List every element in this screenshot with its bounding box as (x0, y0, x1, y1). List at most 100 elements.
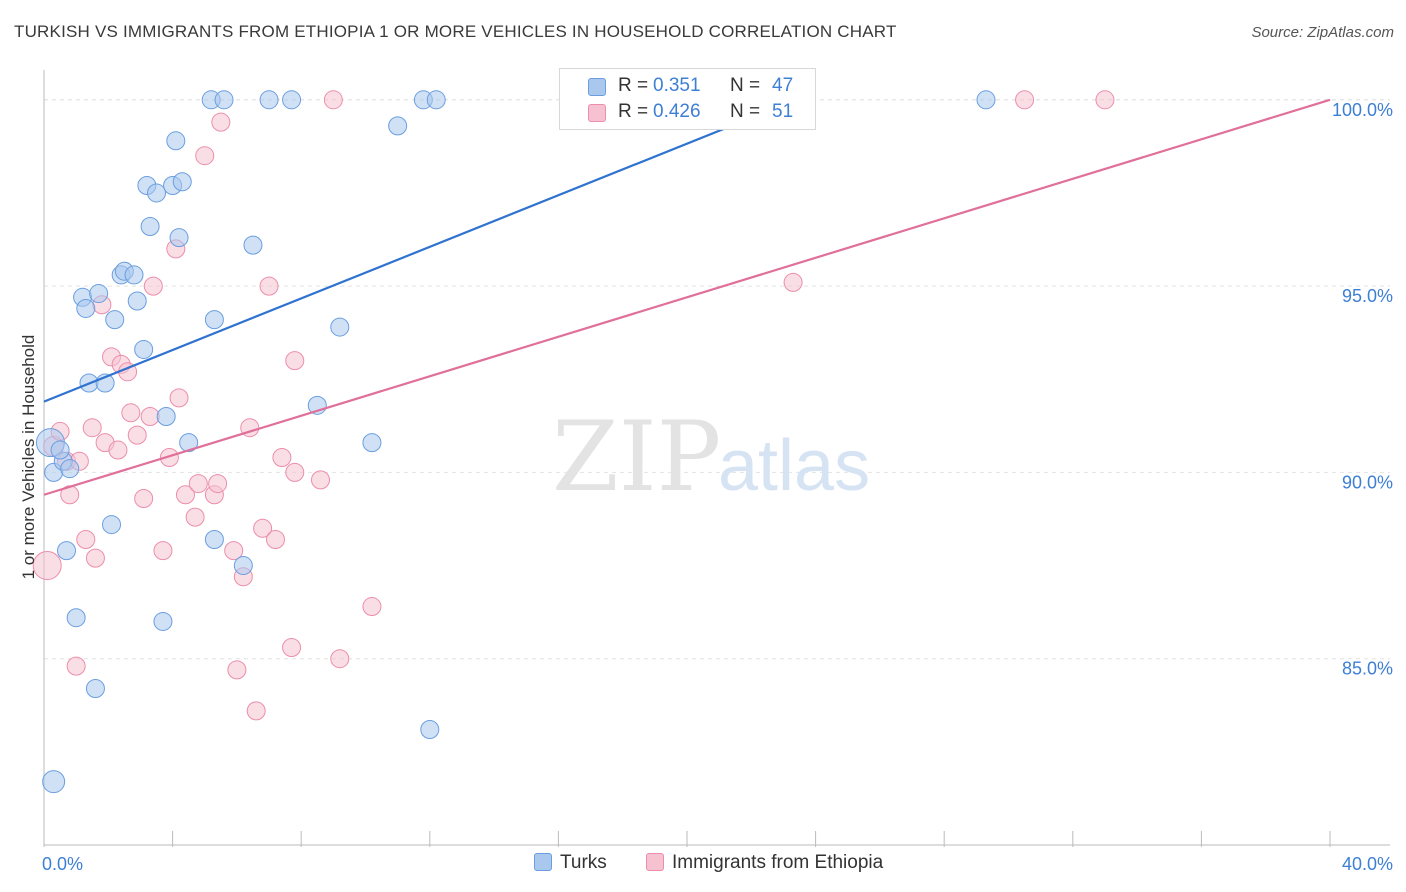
ethiopia-point (1095, 90, 1115, 110)
turks-point (85, 679, 105, 699)
ethiopia-r-value: 0.426 (653, 101, 701, 122)
turks-point (282, 90, 302, 110)
turks-legend-label: Turks (560, 852, 607, 873)
ethiopia-point (253, 518, 273, 538)
watermark-atlas: atlas (718, 426, 870, 506)
ethiopia-point (195, 146, 215, 166)
stats-legend: R = 0.351 N = 47 R = 0.426 N = 51 (559, 68, 816, 130)
chart-title: TURKISH VS IMMIGRANTS FROM ETHIOPIA 1 OR… (14, 22, 897, 41)
ethiopia-point (783, 272, 803, 292)
n-label: N = (730, 75, 761, 96)
ethiopia-point (285, 351, 305, 371)
ethiopia-trend-line (43, 98, 1331, 496)
turks-point (105, 310, 125, 330)
turks-point (976, 90, 996, 110)
ethiopia-point (282, 638, 302, 658)
x-tick-label: 0.0% (42, 854, 83, 874)
ethiopia-point (227, 660, 247, 680)
series-ethiopia-points (32, 90, 1115, 721)
turks-point (388, 116, 408, 136)
turks-r-value: 0.351 (653, 75, 701, 96)
ethiopia-point (246, 701, 266, 721)
ethiopia-point (175, 485, 195, 505)
turks-point (166, 131, 186, 151)
turks-point (172, 172, 192, 192)
ethiopia-point (330, 649, 350, 669)
ethiopia-point (208, 474, 228, 494)
turks-point (362, 433, 382, 453)
turks-trend-line (43, 98, 797, 403)
ethiopia-point (259, 276, 279, 296)
ethiopia-point (211, 112, 231, 132)
y-tick-label: 95.0% (1342, 286, 1393, 306)
ethiopia-point (159, 448, 179, 467)
turks-point (233, 556, 253, 576)
turks-point (156, 407, 176, 427)
ethiopia-point (108, 440, 128, 460)
turks-point (204, 529, 224, 549)
ethiopia-legend-swatch (646, 853, 664, 871)
turks-point (243, 235, 263, 255)
ethiopia-point (76, 529, 96, 549)
ethiopia-point (310, 470, 330, 490)
ethiopia-point (32, 551, 62, 581)
ethiopia-point (285, 462, 305, 482)
ethiopia-point (185, 507, 205, 527)
y-tick-label: 85.0% (1342, 659, 1393, 679)
ethiopia-point (121, 403, 141, 423)
turks-point (153, 611, 173, 631)
ethiopia-point (224, 541, 244, 561)
turks-point (102, 515, 122, 535)
ethiopia-n-value: 51 (772, 101, 794, 122)
ethiopia-point (265, 529, 285, 549)
ethiopia-point (169, 388, 189, 408)
ethiopia-point (362, 597, 382, 617)
r-label: R = (618, 101, 649, 122)
ethiopia-legend-label: Immigrants from Ethiopia (672, 852, 884, 873)
ethiopia-point (153, 541, 173, 561)
y-tick-label: 90.0% (1342, 472, 1393, 492)
turks-point (179, 433, 199, 453)
turks-point (134, 339, 154, 359)
y-tick-label: 100.0% (1332, 100, 1393, 120)
turks-point (60, 459, 80, 479)
turks-point (140, 216, 160, 236)
turks-point (426, 90, 446, 110)
series-turks-points (35, 90, 996, 794)
ethiopia-point (323, 90, 343, 110)
turks-point (330, 317, 350, 337)
ethiopia-point (82, 418, 102, 438)
legend-item-turks[interactable]: Turks (534, 852, 607, 874)
source-label: Source: ZipAtlas.com (1251, 24, 1394, 41)
turks-point (204, 310, 224, 330)
ethiopia-point (85, 548, 105, 568)
turks-swatch (588, 78, 606, 96)
ethiopia-point (143, 276, 163, 296)
ethiopia-swatch (588, 104, 606, 122)
ethiopia-point (1015, 90, 1035, 110)
turks-point (57, 541, 77, 561)
turks-point (50, 440, 70, 460)
turks-point (169, 228, 189, 248)
y-axis-label: 1 or more Vehicles in Household (19, 335, 38, 580)
ethiopia-point (188, 474, 208, 494)
turks-point (76, 298, 96, 318)
turks-legend-swatch (534, 853, 552, 871)
ethiopia-point (140, 407, 160, 427)
ethiopia-point (134, 488, 154, 508)
n-label: N = (730, 101, 761, 122)
watermark-zip: ZIP (552, 401, 721, 513)
turks-point (42, 770, 66, 794)
axes (43, 70, 1390, 847)
turks-point (127, 291, 147, 311)
turks-point (66, 608, 86, 628)
turks-n-value: 47 (772, 75, 794, 96)
legend-item-ethiopia[interactable]: Immigrants from Ethiopia (646, 852, 883, 874)
turks-point (147, 183, 167, 203)
tick-labels: 85.0% 90.0% 95.0% 100.0% 0.0% 40.0% (42, 100, 1393, 874)
ethiopia-point (66, 656, 86, 676)
turks-point (259, 90, 279, 110)
turks-point (124, 265, 144, 285)
ethiopia-point (127, 425, 147, 445)
